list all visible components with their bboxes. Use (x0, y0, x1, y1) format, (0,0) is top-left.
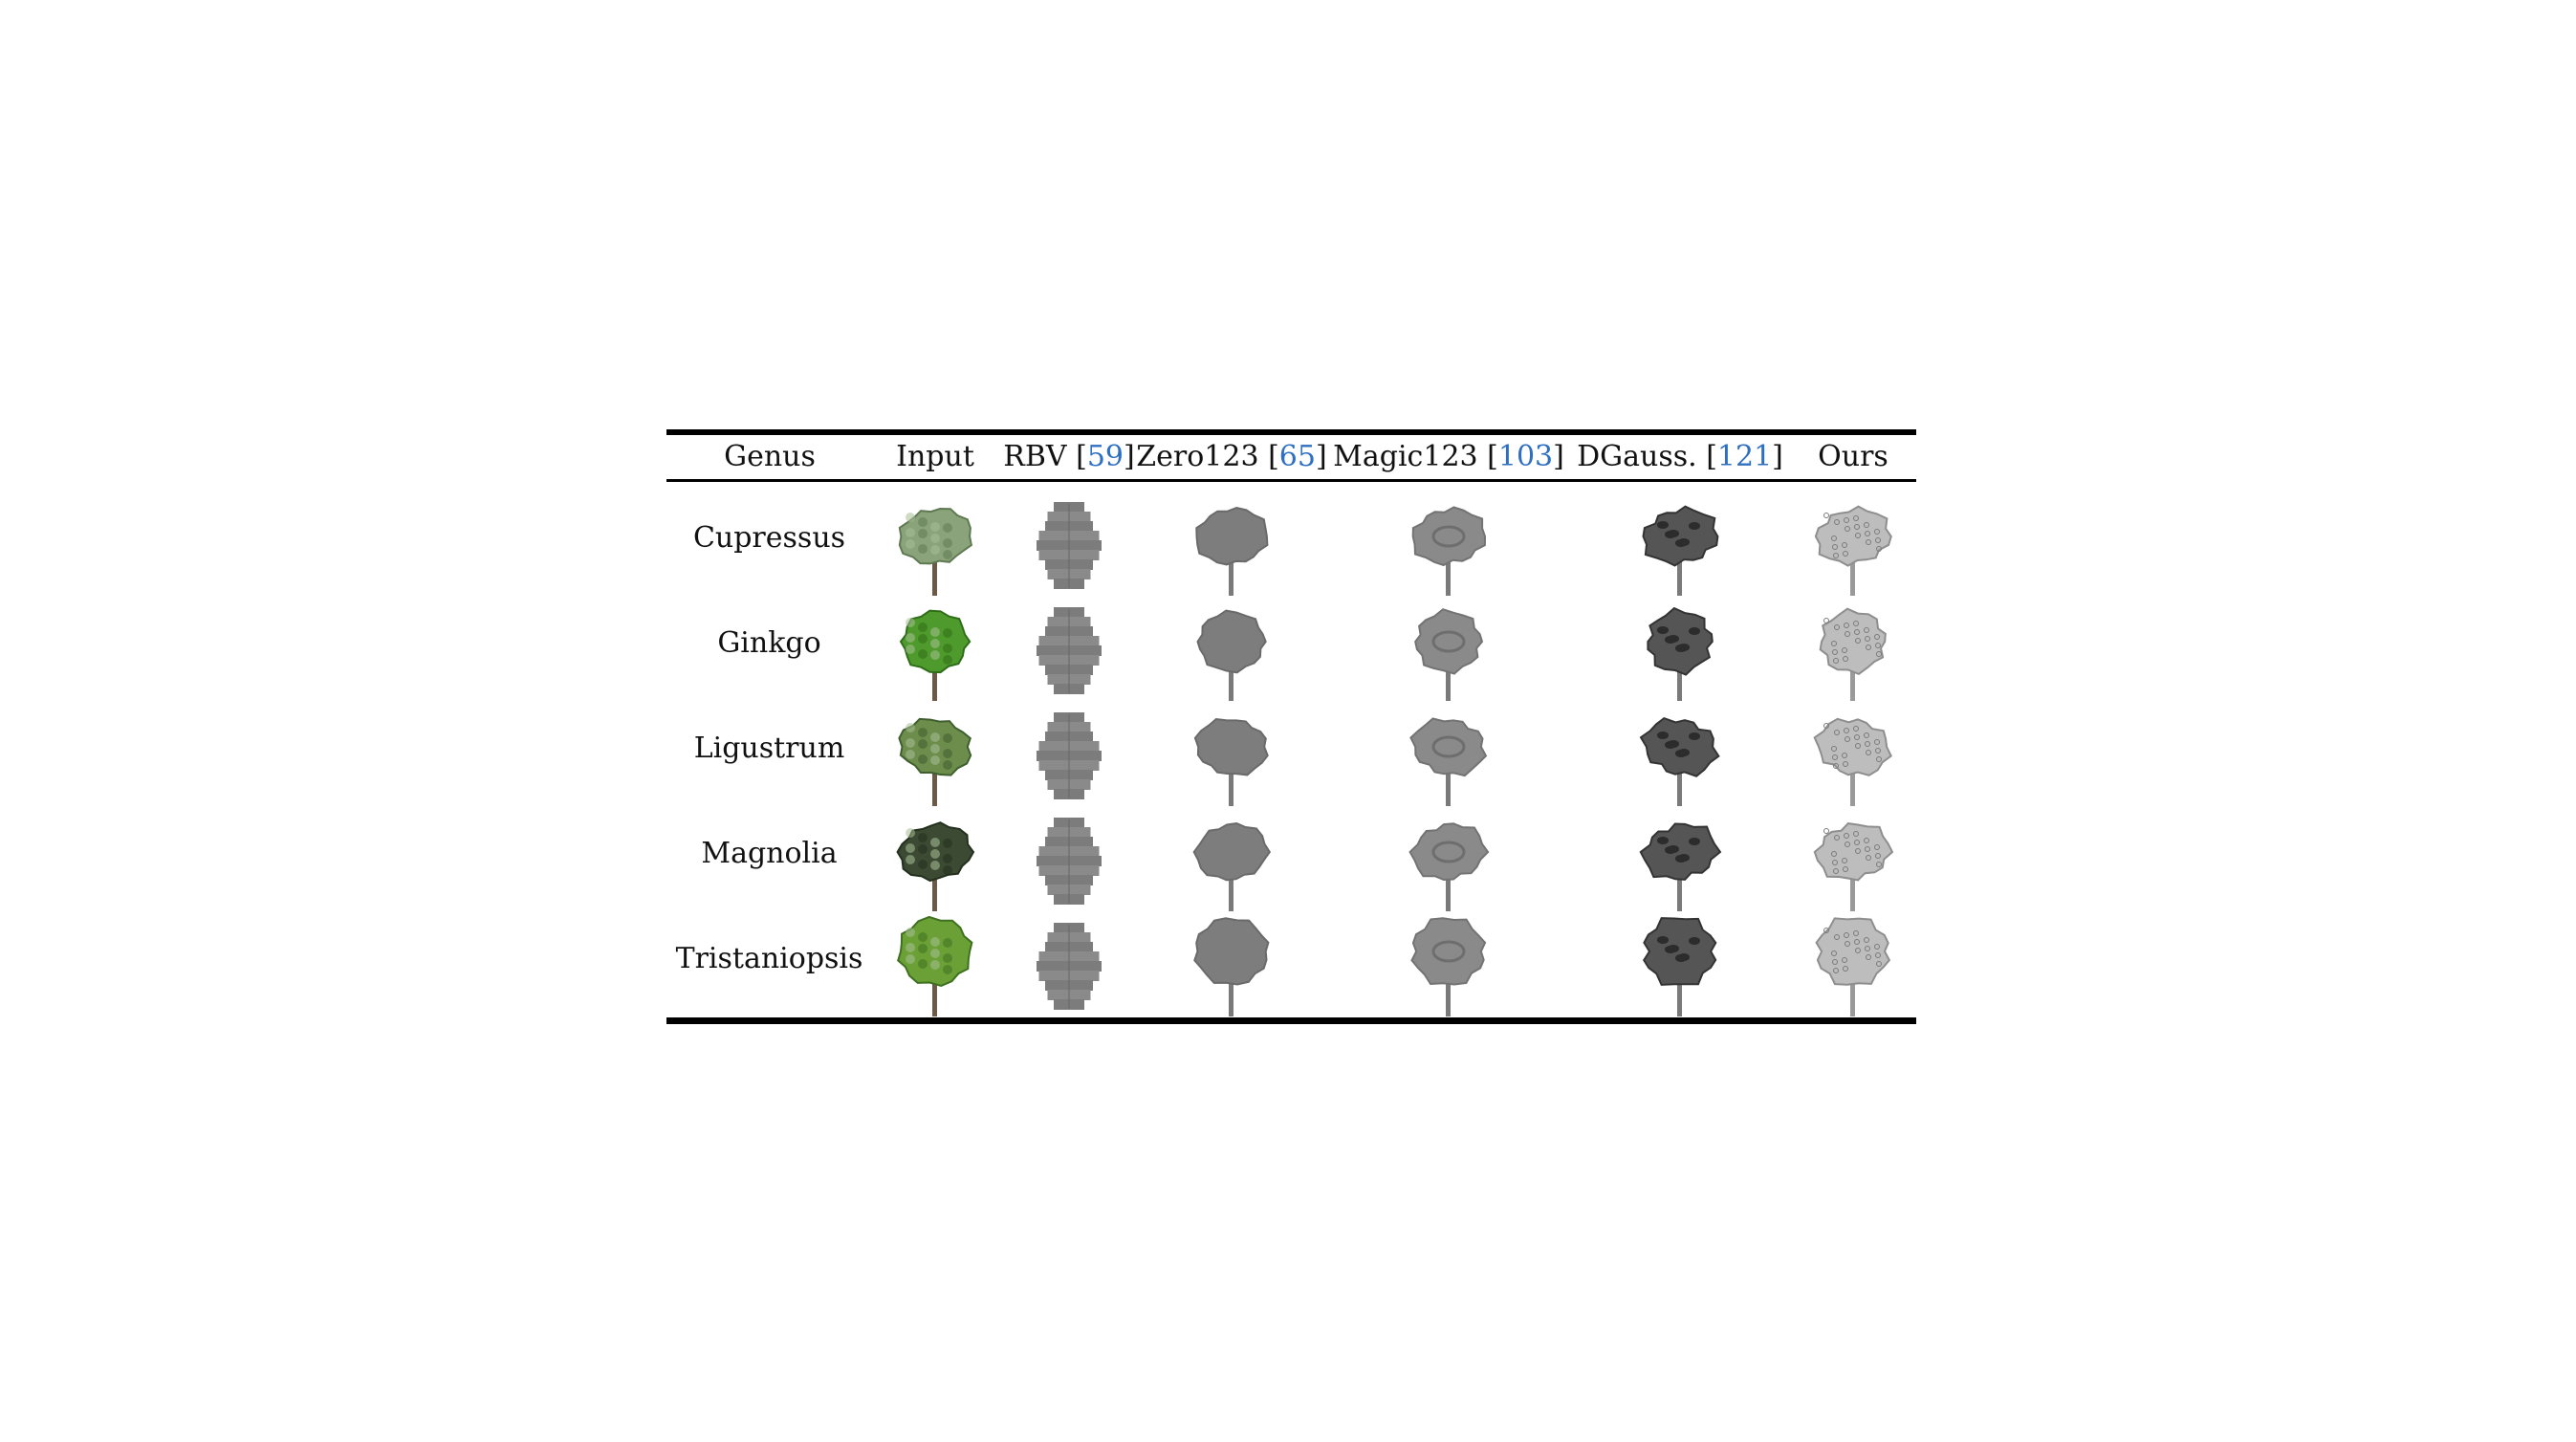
dgauss-thumbnail (1623, 600, 1737, 703)
header-zero123-citation[interactable]: 65 (1278, 440, 1316, 473)
header-rbv-citation[interactable]: 59 (1086, 440, 1124, 473)
dgauss-tree-image (1639, 716, 1720, 806)
dgauss-thumbnail (1623, 810, 1737, 913)
rbv-thumbnail (1012, 705, 1126, 808)
rbv-thumbnail (1012, 810, 1126, 913)
header-genus: Genus (724, 440, 816, 473)
ours-thumbnail (1796, 705, 1910, 808)
header-magic123: Magic123 [103] (1333, 440, 1564, 473)
genus-label: Cupressus (692, 521, 846, 555)
ours-thumbnail (1796, 494, 1910, 598)
rbv-tree-image (1037, 502, 1102, 589)
magic123-tree-image (1408, 822, 1490, 911)
magic123-tree-image (1409, 717, 1488, 806)
magic123-tree-image (1414, 608, 1484, 701)
genus-label: Ligustrum (693, 732, 845, 765)
rbv-tree-image (1037, 923, 1102, 1010)
header-rule (666, 479, 1916, 482)
bottom-rule (666, 1017, 1916, 1024)
header-rbv: RBV [59] (1003, 440, 1135, 473)
dgauss-thumbnail (1623, 915, 1737, 1018)
header-ours: Ours (1818, 440, 1888, 473)
input-thumbnail (878, 600, 993, 703)
input-tree-image (898, 717, 972, 806)
top-rule (666, 429, 1916, 435)
magic123-thumbnail (1391, 494, 1506, 598)
input-thumbnail (878, 915, 993, 1018)
input-thumbnail (878, 705, 993, 808)
zero123-tree-image (1195, 507, 1269, 596)
genus-label: Tristaniopsis (675, 942, 863, 975)
input-thumbnail (878, 810, 993, 913)
rbv-thumbnail (1012, 600, 1126, 703)
magic123-thumbnail (1391, 600, 1506, 703)
magic123-tree-image (1411, 506, 1487, 596)
ours-tree-image (1814, 505, 1892, 596)
ours-tree-image (1813, 717, 1892, 806)
rbv-tree-image (1037, 712, 1102, 799)
zero123-thumbnail (1174, 810, 1289, 913)
dgauss-tree-image (1647, 606, 1714, 701)
ours-tree-image (1813, 822, 1894, 911)
zero123-thumbnail (1174, 915, 1289, 1018)
zero123-tree-image (1196, 609, 1267, 701)
dgauss-tree-image (1639, 822, 1722, 911)
rbv-tree-image (1037, 818, 1102, 905)
header-magic123-citation[interactable]: 103 (1497, 440, 1554, 473)
ours-tree-image (1819, 607, 1887, 701)
genus-label: Magnolia (701, 837, 838, 870)
dgauss-thumbnail (1623, 494, 1737, 598)
input-tree-image (897, 915, 973, 1016)
rbv-thumbnail (1012, 915, 1126, 1018)
ours-thumbnail (1796, 810, 1910, 913)
zero123-tree-image (1193, 717, 1269, 806)
dgauss-thumbnail (1623, 705, 1737, 808)
header-input: Input (896, 440, 974, 473)
header-rbv-name: RBV (1003, 440, 1067, 473)
zero123-thumbnail (1174, 600, 1289, 703)
header-magic123-name: Magic123 (1333, 440, 1478, 473)
zero123-tree-image (1192, 821, 1272, 911)
zero123-thumbnail (1174, 705, 1289, 808)
input-tree-image (896, 821, 975, 911)
header-dgauss-name: DGauss. (1577, 440, 1697, 473)
input-thumbnail (878, 494, 993, 598)
ours-thumbnail (1796, 600, 1910, 703)
input-tree-image (899, 609, 971, 701)
header-dgauss: DGauss. [121] (1577, 440, 1783, 473)
dgauss-tree-image (1643, 917, 1717, 1016)
magic123-thumbnail (1391, 810, 1506, 913)
rbv-tree-image (1037, 607, 1102, 694)
header-dgauss-citation[interactable]: 121 (1716, 440, 1773, 473)
input-tree-image (898, 507, 973, 596)
magic123-tree-image (1410, 917, 1487, 1016)
dgauss-tree-image (1642, 505, 1719, 596)
ours-tree-image (1815, 917, 1891, 1016)
ours-thumbnail (1796, 915, 1910, 1018)
comparison-figure: Genus Input RBV [59] Zero123 [65] Magic1… (666, 429, 1916, 1024)
magic123-thumbnail (1391, 705, 1506, 808)
zero123-tree-image (1193, 917, 1270, 1016)
zero123-thumbnail (1174, 494, 1289, 598)
header-zero123-name: Zero123 (1136, 440, 1259, 473)
header-zero123: Zero123 [65] (1136, 440, 1327, 473)
genus-label: Ginkgo (717, 626, 821, 660)
magic123-thumbnail (1391, 915, 1506, 1018)
rbv-thumbnail (1012, 494, 1126, 598)
